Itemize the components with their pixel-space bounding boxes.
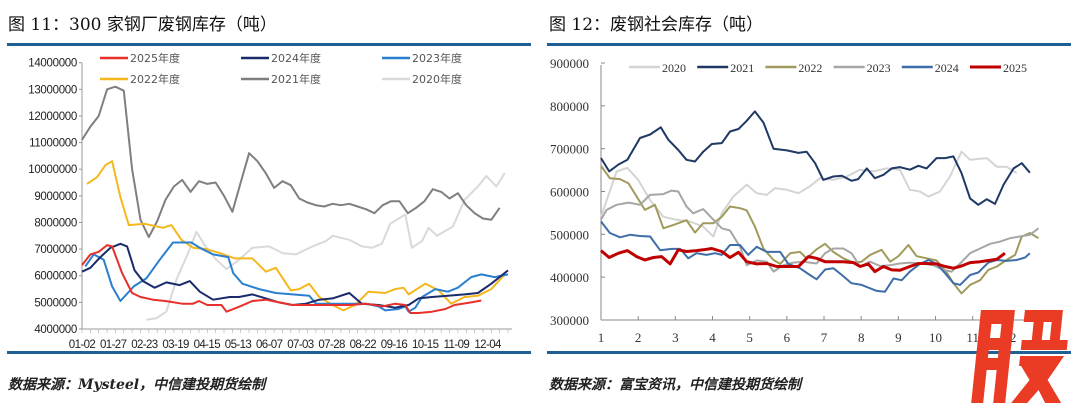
y-tick-label: 700000	[550, 142, 589, 157]
legend-label: 2020	[662, 61, 686, 75]
chart2-title: 图 12：废钢社会库存（吨）	[549, 15, 764, 35]
x-tick-label: 06-07	[256, 339, 283, 351]
y-tick-label: 300000	[550, 313, 589, 328]
x-tick-label: 01-02	[69, 339, 96, 351]
chart2-social-scrap-inventory: 300000 400000 500000 600000 700000 800000 9000…	[550, 56, 1048, 345]
y-tick-label: 12000000	[28, 111, 77, 123]
logo-gu-glyph	[971, 310, 1068, 403]
x-tick-label: 08-22	[350, 339, 377, 351]
legend-label: 2021年度	[271, 72, 321, 86]
y-tick-label: 5000000	[34, 297, 77, 309]
series-line-2023	[600, 189, 1040, 273]
x-tick-label: 02-23	[131, 339, 158, 351]
x-tick-label: 10	[929, 330, 942, 345]
chart1-title: 图 11：300 家钢厂废钢库存（吨）	[8, 15, 277, 35]
x-tick-label: 6	[784, 330, 791, 345]
series-line-2024年度	[81, 242, 509, 309]
series-line-2022	[600, 165, 1040, 295]
y-tick-label: 900000	[550, 56, 589, 71]
y-tick-label: 8000000	[34, 217, 77, 229]
legend-label: 2020年度	[412, 72, 462, 86]
series-line-2021年度	[81, 85, 501, 239]
x-tick-label: 10-15	[412, 339, 439, 351]
x-tick-label: 5	[746, 330, 753, 345]
y-tick-label: 600000	[550, 185, 589, 200]
chart2-top-rule	[547, 43, 1071, 46]
x-tick-label: 05-13	[225, 339, 252, 351]
series-line-2025年度	[81, 244, 482, 314]
x-tick-label: 7	[821, 330, 828, 345]
series-line-2020年度	[146, 172, 506, 321]
x-tick-label: 12-04	[474, 339, 502, 351]
x-tick-label: 3	[672, 330, 679, 345]
x-tick-label: 01-27	[100, 339, 127, 351]
logo-left-radical	[971, 310, 1015, 403]
series-line-2021	[600, 110, 1031, 206]
x-tick-label: 4	[709, 330, 716, 345]
y-tick-label: 6000000	[34, 271, 77, 283]
legend-label: 2021	[730, 61, 754, 75]
y-tick-label: 11000000	[29, 138, 77, 150]
x-tick-label: 9	[895, 330, 902, 345]
y-tick-label: 500000	[550, 227, 589, 242]
chart2-bottom-rule	[547, 351, 1071, 354]
y-tick-label: 4000000	[34, 324, 77, 336]
legend-label: 2024	[935, 61, 959, 75]
logo-right-top	[1020, 310, 1068, 350]
x-tick-label: 03-19	[162, 339, 189, 351]
chart1-steel-mill-scrap-inventory: 4000000 5000000 6000000 7000000 8000000 90000…	[28, 51, 512, 351]
x-tick-label: 11-09	[444, 339, 470, 351]
y-tick-label: 10000000	[28, 164, 77, 176]
y-tick-label: 9000000	[34, 191, 77, 203]
series-line-2022年度	[86, 160, 506, 312]
y-tick-label: 14000000	[28, 58, 77, 70]
legend-label: 2022	[798, 61, 822, 75]
chart1-source: 数据来源：Mysteel，中信建投期货绘制	[8, 377, 266, 393]
legend-label: 2023	[867, 61, 891, 75]
y-tick-label: 13000000	[28, 84, 77, 96]
x-tick-label: 8	[858, 330, 865, 345]
x-tick-label: 11	[966, 330, 979, 345]
legend-label: 2025年度	[130, 51, 180, 65]
series-line-2020	[600, 150, 1018, 238]
x-tick-label: 2	[635, 330, 642, 345]
y-tick-label: 800000	[550, 99, 589, 114]
chart2-source: 数据来源：富宝资讯，中信建投期货绘制	[549, 377, 801, 393]
x-tick-label: 04-15	[194, 339, 221, 351]
x-tick-label: 09-16	[381, 339, 408, 351]
logo-gu	[971, 310, 1068, 403]
chart1-bottom-rule	[7, 351, 531, 354]
chart1-top-rule	[7, 43, 531, 46]
series-line-2023年度	[84, 241, 509, 313]
x-tick-label: 07-28	[318, 339, 345, 351]
legend-label: 2025	[1003, 61, 1027, 75]
logo-right-bottom	[1011, 356, 1065, 403]
y-tick-label: 400000	[550, 270, 589, 285]
x-tick-label: 07-03	[287, 339, 314, 351]
legend-label: 2023年度	[412, 51, 462, 65]
x-tick-label: 1	[598, 330, 605, 345]
y-tick-label: 7000000	[34, 244, 77, 256]
legend-label: 2022年度	[130, 72, 180, 86]
legend-label: 2024年度	[271, 51, 321, 65]
series-line-2025	[600, 247, 1006, 274]
